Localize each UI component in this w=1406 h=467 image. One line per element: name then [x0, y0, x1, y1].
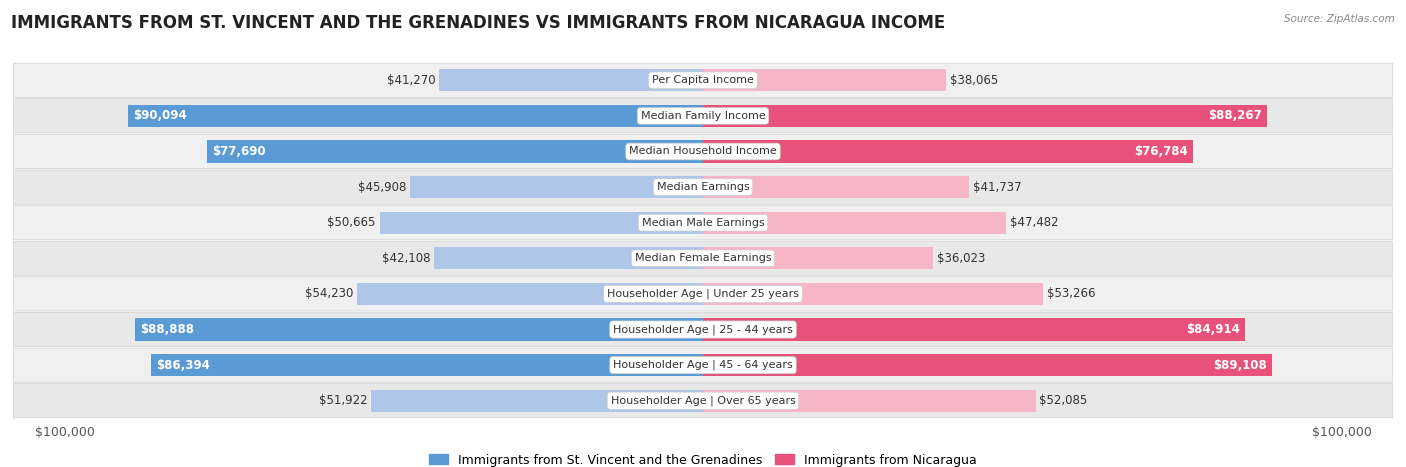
Bar [703, 176, 970, 198]
Text: IMMIGRANTS FROM ST. VINCENT AND THE GRENADINES VS IMMIGRANTS FROM NICARAGUA INCO: IMMIGRANTS FROM ST. VINCENT AND THE GREN… [11, 14, 945, 32]
Text: $42,108: $42,108 [382, 252, 430, 265]
Text: Householder Age | 45 - 64 years: Householder Age | 45 - 64 years [613, 360, 793, 370]
Bar [703, 212, 1007, 234]
Text: $51,922: $51,922 [319, 394, 367, 407]
Bar [434, 247, 703, 269]
Bar [371, 389, 703, 412]
FancyBboxPatch shape [14, 134, 1392, 169]
Bar [440, 69, 703, 92]
Bar [703, 354, 1272, 376]
Bar [128, 105, 703, 127]
Text: $38,065: $38,065 [950, 74, 998, 87]
Bar [411, 176, 703, 198]
Bar [703, 318, 1246, 340]
Text: $41,270: $41,270 [387, 74, 436, 87]
FancyBboxPatch shape [14, 99, 1392, 133]
Text: $53,266: $53,266 [1047, 287, 1095, 300]
Text: $90,094: $90,094 [132, 109, 187, 122]
Bar [703, 69, 946, 92]
Text: $86,394: $86,394 [156, 359, 211, 372]
Text: $84,914: $84,914 [1187, 323, 1240, 336]
Bar [703, 389, 1036, 412]
Text: $54,230: $54,230 [305, 287, 353, 300]
Text: $76,784: $76,784 [1135, 145, 1188, 158]
Text: Source: ZipAtlas.com: Source: ZipAtlas.com [1284, 14, 1395, 24]
Text: Householder Age | Over 65 years: Householder Age | Over 65 years [610, 396, 796, 406]
Bar [703, 141, 1194, 163]
Text: Median Male Earnings: Median Male Earnings [641, 218, 765, 228]
Text: Householder Age | 25 - 44 years: Householder Age | 25 - 44 years [613, 324, 793, 335]
Text: $88,267: $88,267 [1208, 109, 1261, 122]
Bar [135, 318, 703, 340]
Bar [207, 141, 703, 163]
Text: Median Household Income: Median Household Income [628, 147, 778, 156]
FancyBboxPatch shape [14, 383, 1392, 418]
FancyBboxPatch shape [14, 205, 1392, 240]
FancyBboxPatch shape [14, 348, 1392, 382]
Bar [703, 283, 1043, 305]
Bar [703, 247, 934, 269]
Bar [703, 105, 1267, 127]
FancyBboxPatch shape [14, 312, 1392, 347]
Text: Median Earnings: Median Earnings [657, 182, 749, 192]
Text: $41,737: $41,737 [973, 181, 1022, 194]
Text: Per Capita Income: Per Capita Income [652, 75, 754, 85]
Text: Median Female Earnings: Median Female Earnings [634, 253, 772, 263]
Text: $45,908: $45,908 [357, 181, 406, 194]
FancyBboxPatch shape [14, 241, 1392, 276]
FancyBboxPatch shape [14, 63, 1392, 98]
FancyBboxPatch shape [14, 170, 1392, 204]
Text: Householder Age | Under 25 years: Householder Age | Under 25 years [607, 289, 799, 299]
FancyBboxPatch shape [14, 277, 1392, 311]
Text: $36,023: $36,023 [936, 252, 986, 265]
Text: $88,888: $88,888 [141, 323, 194, 336]
Legend: Immigrants from St. Vincent and the Grenadines, Immigrants from Nicaragua: Immigrants from St. Vincent and the Gren… [425, 449, 981, 467]
Text: $89,108: $89,108 [1213, 359, 1267, 372]
Text: $77,690: $77,690 [212, 145, 266, 158]
Bar [380, 212, 703, 234]
Bar [152, 354, 703, 376]
Text: $52,085: $52,085 [1039, 394, 1088, 407]
Text: $47,482: $47,482 [1010, 216, 1059, 229]
Text: $50,665: $50,665 [328, 216, 375, 229]
Bar [357, 283, 703, 305]
Text: Median Family Income: Median Family Income [641, 111, 765, 121]
